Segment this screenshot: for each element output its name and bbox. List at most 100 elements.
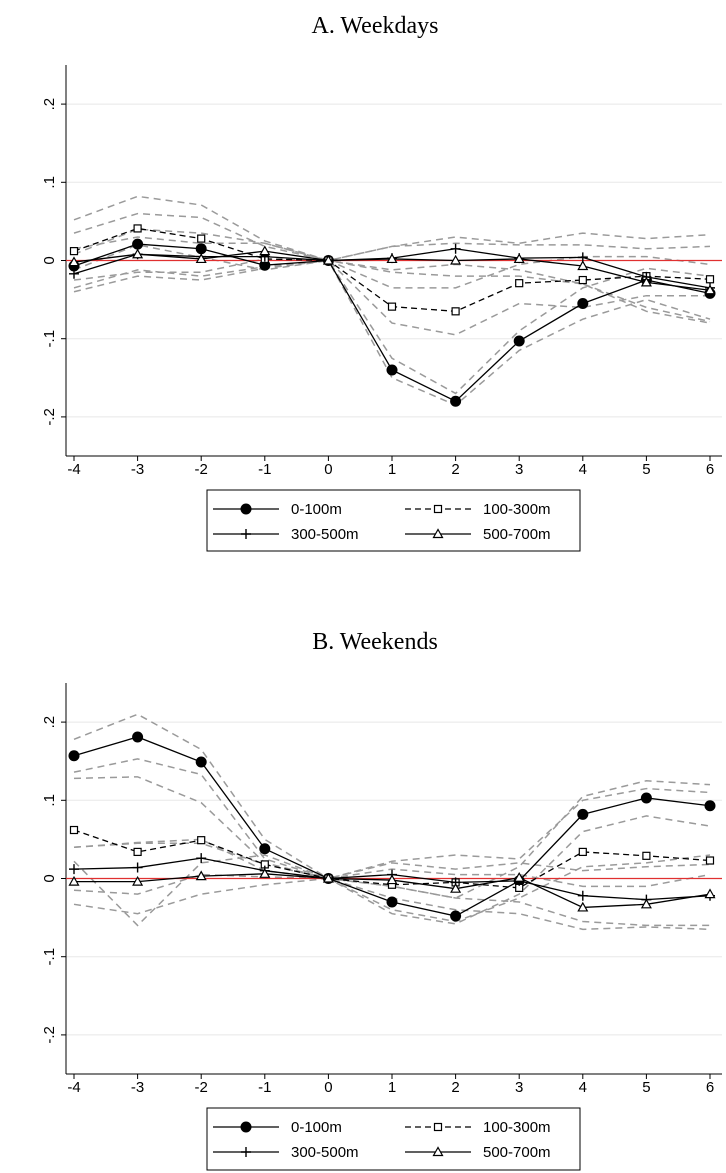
data-point [68,256,80,267]
panel-weekdays: A. Weekdays .2 .1 0 -.1 -.2 -4 -3 -2 -1 0 1 2 3 4 5 6 0-1… [41,13,722,552]
panel-title: A. Weekdays [312,13,439,39]
data-point [195,243,207,255]
ci-line [73,195,711,395]
y-tick-label: 0 [41,256,58,264]
data-point [577,260,589,271]
legend-marker [433,504,443,514]
data-point [515,279,524,288]
y-tick-label: .2 [41,98,58,111]
data-point [132,238,144,250]
x-tick-label: -2 [195,1079,208,1096]
x-tick-label: 6 [706,461,714,478]
data-point [640,792,652,804]
x-tick-label: 4 [579,461,587,478]
y-tick-label: -.2 [41,1026,58,1044]
legend-label: 300-500m [291,1144,359,1161]
x-tick-label: 2 [451,461,459,478]
y-tick-label: .1 [41,794,58,807]
legend-marker [241,529,251,539]
data-point [577,890,588,901]
data-point [450,243,461,254]
legend-label: 500-700m [483,526,551,543]
legend-marker [240,1121,252,1133]
legend-label: 100-300m [483,501,551,518]
ci-line [73,854,711,927]
data-point [386,896,398,908]
x-tick-label: 1 [388,1079,396,1096]
data-point [577,298,589,310]
legend-label: 0-100m [291,501,342,518]
data-point [195,756,207,768]
ci-line [73,259,711,323]
data-point [195,253,207,264]
legend-label: 0-100m [291,1119,342,1136]
y-tick-label: -.2 [41,408,58,426]
data-point [450,882,462,893]
x-tick-label: 0 [324,1079,332,1096]
data-point [578,847,587,857]
x-tick-label: -4 [67,1079,80,1096]
x-tick-label: -2 [195,461,208,478]
data-point [133,847,142,857]
x-tick-label: -4 [67,461,80,478]
legend-label: 300-500m [291,526,359,543]
data-point [259,868,271,878]
data-point [513,253,525,264]
x-tick-label: 3 [515,461,523,478]
legend-marker [240,503,252,515]
data-point [322,872,334,883]
x-tick-label: 5 [642,461,650,478]
ci-line [73,258,711,324]
series-line [73,829,711,889]
legend-marker [433,1122,443,1132]
legend-marker [432,1146,444,1157]
data-point [132,731,144,743]
x-tick-label: 6 [706,1079,714,1096]
legend-box [206,489,581,552]
data-point [69,247,79,256]
data-point [705,856,715,865]
data-point [451,307,460,316]
x-tick-label: 1 [388,461,396,478]
data-point [259,245,271,256]
data-point [640,276,652,287]
y-tick-label: -.1 [41,948,58,966]
x-tick-label: 5 [642,1079,650,1096]
data-point [577,808,589,820]
x-tick-label: -3 [131,1079,144,1096]
ci-line [73,842,711,880]
legend-label: 100-300m [483,1119,551,1136]
data-point [386,874,398,885]
legend-marker [241,1147,251,1157]
data-point [69,864,79,875]
data-point [68,875,80,886]
y-tick-label: -.1 [41,330,58,348]
ci-line [73,776,711,880]
data-point [640,898,652,909]
data-point [68,750,80,762]
x-tick-label: -1 [258,1079,271,1096]
y-tick-label: .1 [41,176,58,189]
data-point [513,871,525,882]
ci-line [73,838,711,923]
x-tick-label: 0 [324,461,332,478]
x-tick-label: -1 [258,461,271,478]
legend-label: 500-700m [483,1144,551,1161]
data-point [133,224,142,233]
data-point [132,875,144,886]
data-point [69,825,79,835]
ci-line [73,873,710,927]
ci-line [73,212,711,289]
data-point [69,268,79,279]
data-point [577,901,589,912]
data-point [386,253,398,264]
data-point [195,870,207,881]
data-point [642,851,651,860]
data-point [704,888,716,899]
panel-title: B. Weekends [312,629,438,655]
data-point [450,254,462,265]
x-tick-label: 2 [451,1079,459,1096]
ci-line [73,228,711,262]
data-point [197,836,206,845]
